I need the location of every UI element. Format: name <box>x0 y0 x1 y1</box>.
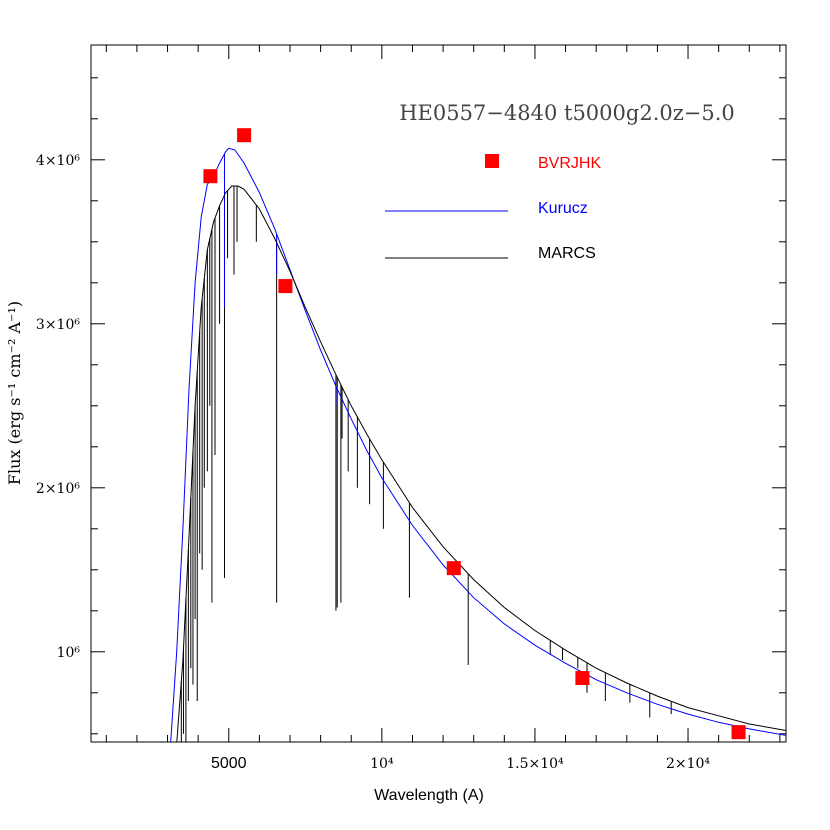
y-tick-label-1: 2×10⁶ <box>36 481 80 497</box>
kurucz-absorption-lines <box>223 153 384 488</box>
y-tick-label-2: 3×10⁶ <box>36 317 80 333</box>
legend-bvrjhk-marker <box>485 154 499 168</box>
plot-area <box>170 128 786 742</box>
bvrjhk-point-5 <box>731 725 746 740</box>
x-tick-label-3: 2×10⁴ <box>666 756 710 772</box>
legend-kurucz-label: Kurucz <box>538 200 588 217</box>
axis-tick-labels: 5000 10⁴ 1.5×10⁴ 2×10⁴ 10⁶ 2×10⁶ 3×10⁶ 4×10⁶ <box>36 153 711 772</box>
plot-frame <box>90 44 787 743</box>
y-tick-label-3: 4×10⁶ <box>36 153 80 169</box>
x-tick-label-2: 1.5×10⁴ <box>506 756 564 772</box>
y-axis-label: Flux (erg s⁻¹ cm⁻² A⁻¹) <box>5 301 24 485</box>
bvrjhk-point-1 <box>237 128 252 143</box>
marcs-series-line <box>176 185 786 742</box>
legend: BVRJHK Kurucz MARCS <box>385 154 601 262</box>
photometry-points <box>203 128 746 740</box>
chart-title: HE0557−4840 t5000g2.0z−5.0 <box>399 101 735 125</box>
bvrjhk-point-4 <box>575 671 590 686</box>
y-tick-label-0: 10⁶ <box>57 645 81 661</box>
x-tick-label-0: 5000 <box>211 755 247 772</box>
bvrjhk-point-3 <box>446 561 461 576</box>
series-layer <box>170 147 786 742</box>
legend-marcs-label: MARCS <box>538 245 596 262</box>
x-axis-label: Wavelength (A) <box>374 787 484 804</box>
bvrjhk-point-2 <box>278 279 293 294</box>
bvrjhk-point-0 <box>203 169 218 184</box>
axis-ticks <box>91 45 786 742</box>
x-tick-label-1: 10⁴ <box>370 756 394 772</box>
kurucz-series-line <box>170 147 786 742</box>
marcs-absorption-lines <box>180 186 672 742</box>
legend-bvrjhk-label: BVRJHK <box>538 155 601 172</box>
